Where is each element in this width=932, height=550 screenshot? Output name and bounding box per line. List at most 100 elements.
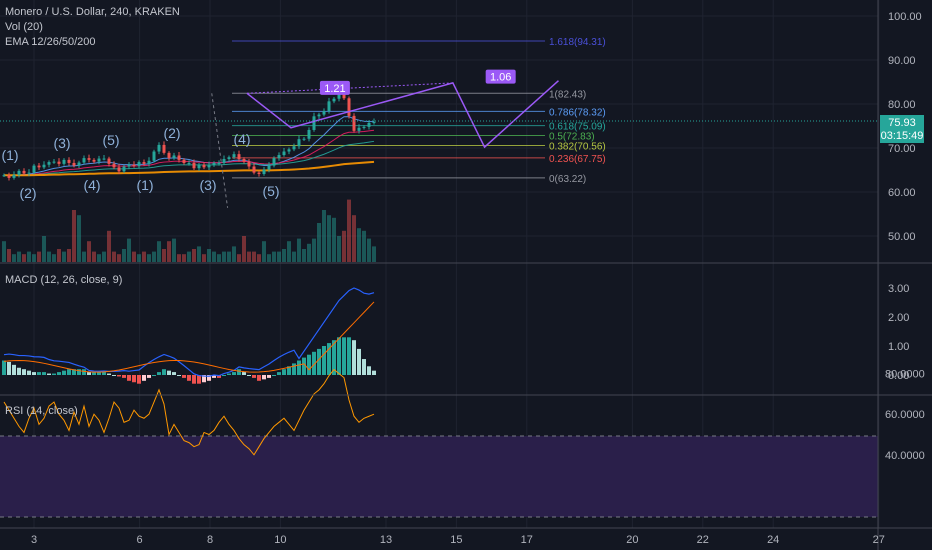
volume-bar xyxy=(77,215,81,262)
macd-histogram-bar xyxy=(352,340,356,375)
ema-12-line xyxy=(3,116,375,177)
ema-200-line xyxy=(3,160,375,177)
volume-bar xyxy=(267,254,271,262)
candle-body xyxy=(322,111,326,115)
wave-label: (4) xyxy=(233,131,250,147)
time-axis-label: 27 xyxy=(873,534,885,546)
volume-bar xyxy=(142,251,146,262)
volume-bar xyxy=(152,251,156,262)
macd-histogram-bar xyxy=(67,369,71,375)
macd-histogram-bar xyxy=(72,369,76,375)
fib-level-label: 0.786(78.32) xyxy=(549,107,606,118)
rsi-axis-label: 80.0000 xyxy=(885,369,925,381)
fib-level-label: 0.5(72.83) xyxy=(549,132,595,143)
candle-body xyxy=(247,161,251,167)
volume-bar xyxy=(362,230,366,262)
volume-bar xyxy=(92,251,96,262)
symbol-title[interactable]: Monero / U.S. Dollar, 240, KRAKEN xyxy=(5,6,180,18)
macd-histogram-bar xyxy=(142,375,146,381)
rsi-title[interactable]: RSI (14, close) xyxy=(5,405,78,417)
candle-body xyxy=(307,129,311,139)
macd-histogram-bar xyxy=(22,369,26,375)
macd-axis-label: 2.00 xyxy=(888,312,909,324)
candle-body xyxy=(97,158,101,162)
elliott-wave-labels[interactable]: (1) (2) (3) (4) (5) (1) (2) (3) (4) (5) xyxy=(1,125,279,201)
macd-histogram-bar xyxy=(222,375,226,376)
volume-title[interactable]: Vol (20) xyxy=(5,21,43,33)
candle-body xyxy=(47,162,51,165)
fib-level-label: 0.618(75.09) xyxy=(549,122,606,133)
macd-histogram-bar xyxy=(32,372,36,375)
harmonic-pattern[interactable]: 1.21 1.06 xyxy=(211,69,559,208)
fib-level-label: 0.382(70.56) xyxy=(549,142,606,153)
volume-bar xyxy=(312,238,316,262)
volume-bar xyxy=(207,249,211,262)
macd-histogram-bar xyxy=(322,346,326,375)
volume-bar xyxy=(327,215,331,262)
macd-histogram-bar xyxy=(307,354,311,375)
candle-body xyxy=(347,98,351,116)
wave-label: (3) xyxy=(199,177,216,193)
volume-bar xyxy=(337,236,341,262)
volume-bar xyxy=(72,210,76,262)
candle-body xyxy=(2,175,6,177)
volume-bar xyxy=(97,254,101,262)
time-axis-label: 13 xyxy=(380,534,392,546)
volume-bar xyxy=(7,249,11,262)
macd-histogram-bar xyxy=(357,348,361,375)
time-axis-label: 24 xyxy=(767,534,779,546)
volume-bar xyxy=(332,217,336,262)
fib-level-label: 1.618(94.31) xyxy=(549,37,606,48)
time-axis[interactable]: 3 6 8 10 13 15 17 20 22 24 27 xyxy=(31,534,885,546)
macd-title[interactable]: MACD (12, 26, close, 9) xyxy=(5,274,122,286)
volume-bar xyxy=(232,246,236,262)
volume-bar xyxy=(197,246,201,262)
candle-body xyxy=(282,151,286,156)
pattern-ratio-label: 1.21 xyxy=(324,83,345,95)
macd-histogram-bar xyxy=(297,360,301,375)
fibonacci-retracement[interactable]: 1.618(94.31) 1(82.43) 0.786(78.32) 0.618(75… xyxy=(232,37,606,185)
time-axis-label: 15 xyxy=(450,534,462,546)
candle-body xyxy=(267,165,271,170)
candle-body xyxy=(252,166,256,173)
macd-histogram-bar xyxy=(112,375,116,376)
volume-bar xyxy=(202,254,206,262)
candle-body xyxy=(297,139,301,147)
macd-histogram-bar xyxy=(267,375,271,378)
candle-body xyxy=(287,149,291,152)
ema-title[interactable]: EMA 12/26/50/200 xyxy=(5,36,96,48)
price-axis-label: 100.00 xyxy=(888,11,922,23)
wave-label: (3) xyxy=(53,135,70,151)
volume-bar xyxy=(102,251,106,262)
macd-histogram-bar xyxy=(62,370,66,375)
candle-body xyxy=(162,144,166,153)
rsi-band xyxy=(0,436,878,517)
macd-histogram-bar xyxy=(167,370,171,375)
fib-level-label: 0.236(67.75) xyxy=(549,154,606,165)
candle-body xyxy=(37,165,41,168)
candle-body xyxy=(92,159,96,162)
wave-label: (5) xyxy=(262,183,279,199)
macd-axis-label: 3.00 xyxy=(888,283,909,295)
macd-histogram-bar xyxy=(347,337,351,375)
volume-bar xyxy=(137,254,141,262)
volume-bar xyxy=(122,249,126,262)
candle-body xyxy=(112,163,116,168)
candle-body xyxy=(312,116,316,130)
candle-body xyxy=(187,162,191,164)
volume-bar xyxy=(172,238,176,262)
macd-histogram-bar xyxy=(327,343,331,375)
candle-body xyxy=(202,164,206,168)
volume-bar xyxy=(32,254,36,262)
volume-bar xyxy=(352,215,356,262)
candle-body xyxy=(292,146,296,150)
macd-histogram-bar xyxy=(237,369,241,375)
volume-bar xyxy=(2,241,6,262)
volume-bar xyxy=(342,230,346,262)
fib-level-label: 0(63.22) xyxy=(549,174,586,185)
wave-label: (4) xyxy=(83,177,100,193)
price-axis[interactable]: 100.00 90.00 80.00 70.00 60.00 50.00 3.00 2.00 1… xyxy=(885,11,925,462)
volume-bar xyxy=(37,251,41,262)
volume-bar xyxy=(367,238,371,262)
